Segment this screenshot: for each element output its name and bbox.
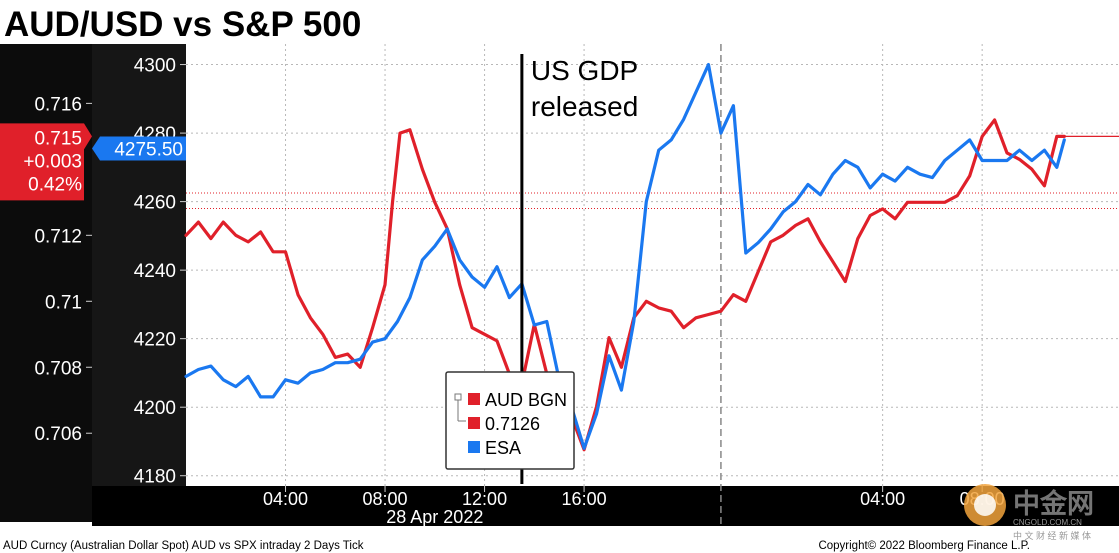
chart-title: AUD/USD vs S&P 500 bbox=[4, 5, 361, 44]
x-axis-tick-label: 16:00 bbox=[562, 489, 607, 509]
aud-last-value: 0.715 bbox=[34, 128, 82, 149]
x-axis-tick-label: 04:00 bbox=[263, 489, 308, 509]
right-axis-panel bbox=[92, 44, 186, 486]
aud-last-value-box bbox=[0, 123, 92, 201]
value-axis-tick-label: 4180 bbox=[134, 467, 176, 488]
legend-swatch bbox=[468, 393, 480, 405]
legend-label: 0.7126 bbox=[485, 414, 540, 434]
series-line-esa bbox=[184, 62, 1066, 450]
value-axis-tick-label: 4240 bbox=[134, 261, 176, 282]
watermark-tagline: 中 文 财 经 新 媒 体 bbox=[1013, 530, 1091, 541]
value-axis-tick-label: 4220 bbox=[134, 330, 176, 351]
value-axis-tick-label: 4300 bbox=[134, 56, 176, 77]
x-axis-tick-label: 04:00 bbox=[860, 489, 905, 509]
x-axis-tick-label: 08:00 bbox=[363, 489, 408, 509]
footer-copyright: Copyright© 2022 Bloomberg Finance L.P. bbox=[818, 540, 1030, 552]
left-axis-panel bbox=[0, 44, 92, 522]
series-line-aud bbox=[184, 118, 1066, 452]
gdp-annotation-text: US GDP bbox=[531, 55, 638, 86]
left-axis-tick-label: 0.716 bbox=[34, 94, 82, 115]
value-axis-tick-label: 4260 bbox=[134, 193, 176, 214]
left-axis-tick-label: 0.706 bbox=[34, 424, 82, 445]
value-axis-tick-label: 4200 bbox=[134, 398, 176, 419]
x-axis-date-label: 28 Apr 2022 bbox=[386, 507, 483, 527]
plot-area bbox=[186, 44, 1119, 486]
left-axis-tick-label: 0.71 bbox=[45, 292, 82, 313]
left-axis-tick-label: 0.708 bbox=[34, 358, 82, 379]
legend-label: AUD BGN bbox=[485, 390, 567, 410]
watermark-url: CNGOLD.COM.CN bbox=[1013, 518, 1082, 527]
gdp-annotation-text: released bbox=[531, 91, 638, 122]
x-axis-band bbox=[92, 486, 1119, 526]
aud-change: +0.003 bbox=[23, 151, 82, 172]
legend-swatch bbox=[468, 441, 480, 453]
esa-last-value: 4275.50 bbox=[114, 140, 183, 161]
watermark-logo-inner-icon bbox=[974, 494, 996, 516]
legend-swatch bbox=[468, 417, 480, 429]
watermark-brand: 中金网 bbox=[1013, 488, 1094, 519]
x-axis-tick-label: 12:00 bbox=[462, 489, 507, 509]
footer-source: AUD Curncy (Australian Dollar Spot) AUD … bbox=[3, 540, 364, 552]
legend-label: ESA bbox=[485, 438, 521, 458]
left-axis-tick-label: 0.712 bbox=[34, 226, 82, 247]
aud-change-pct: 0.42% bbox=[28, 174, 82, 195]
esa-last-value-box bbox=[92, 136, 186, 161]
